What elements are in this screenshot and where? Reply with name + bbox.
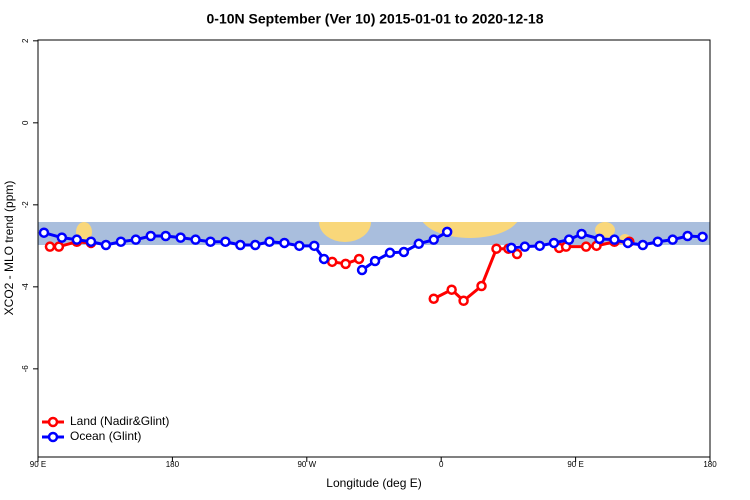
point	[326, 256, 338, 268]
point	[100, 239, 112, 251]
legend-marker	[47, 416, 59, 428]
point	[476, 280, 487, 292]
point	[398, 246, 410, 258]
point	[130, 234, 142, 245]
y-tick-label: 0	[21, 120, 30, 125]
chart-title: 0-10N September (Ver 10) 2015-01-01 to 2…	[207, 11, 544, 27]
point	[353, 253, 365, 265]
legend-label: Ocean (Glint)	[70, 429, 141, 443]
point	[38, 227, 50, 238]
point	[190, 234, 201, 245]
x-tick-label: 90 E	[30, 460, 46, 469]
point	[441, 226, 453, 238]
point	[175, 232, 186, 243]
x-tick-label: 180	[703, 460, 717, 469]
point	[458, 295, 469, 307]
point	[250, 239, 261, 251]
point	[205, 236, 216, 247]
point	[264, 236, 275, 247]
point	[576, 228, 587, 240]
point	[637, 239, 649, 251]
x-axis-label: Longitude (deg E)	[326, 476, 421, 490]
plot-frame	[37, 39, 711, 458]
x-tick-label: 180	[166, 460, 180, 469]
point	[594, 233, 605, 245]
legend-label: Land (Nadir&Glint)	[70, 414, 169, 428]
point	[682, 230, 693, 242]
point	[413, 238, 425, 250]
point	[235, 239, 246, 251]
point	[115, 236, 127, 247]
point	[309, 240, 320, 252]
point	[56, 232, 68, 243]
legend-marker	[47, 431, 59, 443]
point	[85, 236, 97, 247]
point	[356, 264, 368, 276]
y-tick-label: -2	[21, 201, 30, 209]
point	[369, 255, 381, 267]
point	[491, 243, 502, 254]
point	[384, 247, 396, 259]
point	[697, 231, 708, 243]
point	[220, 236, 231, 247]
x-tick-label: 90 E	[567, 460, 583, 469]
point	[609, 234, 620, 245]
point	[506, 242, 517, 254]
point	[44, 241, 56, 252]
point	[71, 234, 83, 245]
point	[428, 293, 439, 304]
point	[446, 284, 457, 295]
x-tick-label: 90 W	[297, 460, 316, 469]
point	[519, 241, 531, 252]
point	[294, 240, 305, 252]
point	[652, 236, 663, 247]
x-tick-label: 0	[439, 460, 444, 469]
point	[318, 253, 330, 265]
point	[53, 241, 65, 252]
point	[667, 234, 678, 245]
y-tick-label: 2	[21, 38, 30, 43]
point	[534, 240, 546, 252]
y-tick-label: -6	[21, 365, 30, 373]
point	[428, 234, 439, 245]
point	[160, 230, 171, 242]
y-tick-label: -4	[21, 283, 30, 291]
point	[580, 241, 592, 252]
point	[511, 248, 523, 260]
point	[548, 237, 560, 249]
point	[145, 230, 156, 242]
point	[340, 258, 351, 270]
point	[279, 237, 290, 249]
series-line	[49, 240, 630, 303]
point	[563, 234, 575, 245]
point	[622, 237, 634, 249]
y-axis-label: XCO2 - MLO trend (ppm)	[2, 181, 16, 316]
